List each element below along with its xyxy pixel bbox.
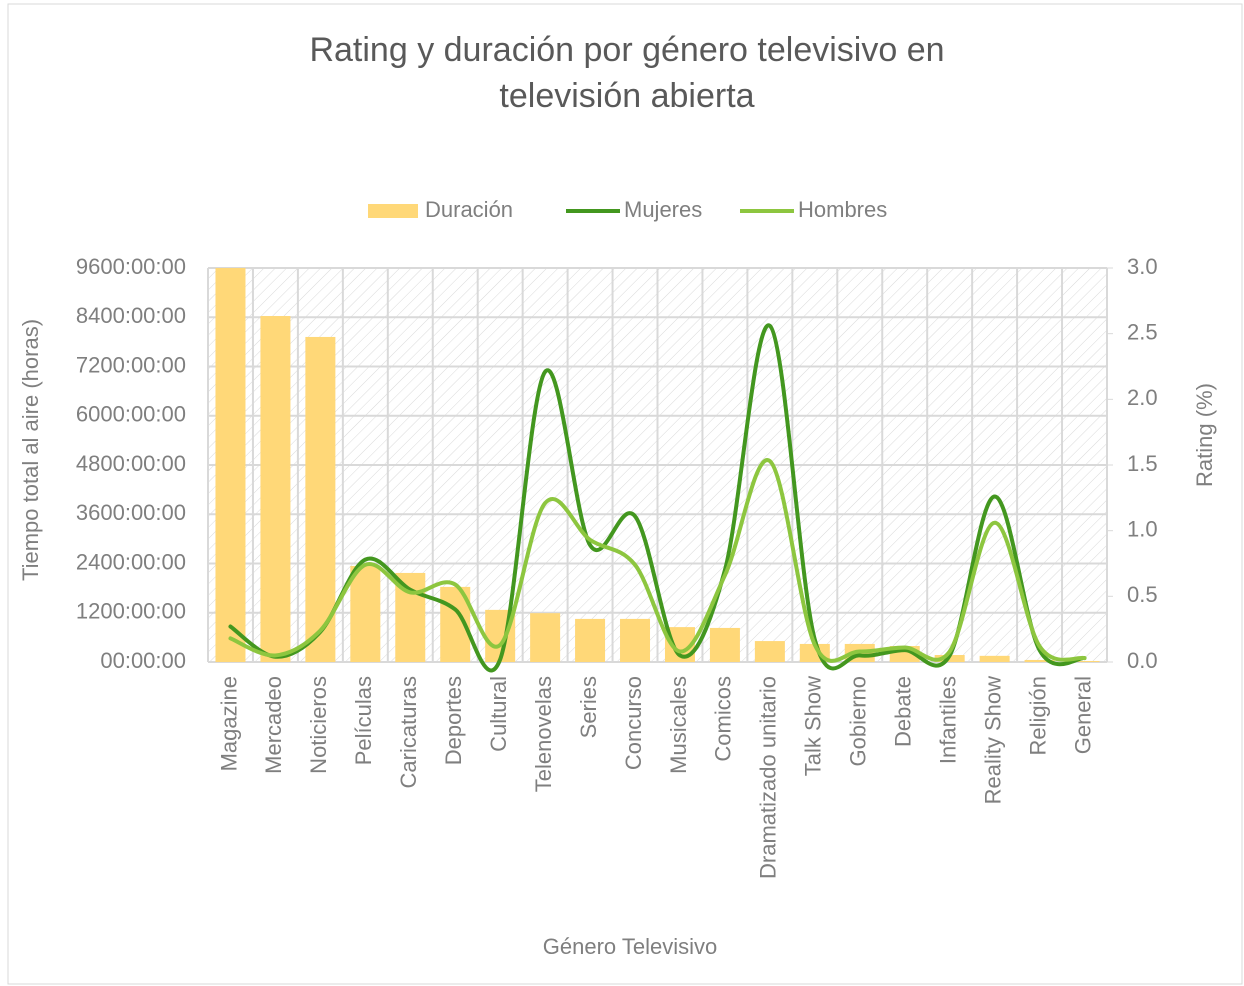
bar [1024, 659, 1055, 662]
bar [305, 336, 336, 662]
legend-label: Hombres [798, 197, 887, 222]
legend-label: Mujeres [624, 197, 702, 222]
x-tick-label: Telenovelas [531, 676, 556, 792]
x-tick-label: Magazine [216, 676, 241, 771]
chart-title: Rating y duración por género televisivo … [309, 31, 944, 115]
y2-tick-label: 2.5 [1127, 319, 1158, 344]
y2-tick-label: 3.0 [1127, 254, 1158, 279]
y2-tick-label: 0.0 [1127, 648, 1158, 673]
y2-tick-label: 1.0 [1127, 516, 1158, 541]
x-tick-label: General [1070, 676, 1095, 754]
x-tick-label: Películas [351, 676, 376, 765]
x-tick-label: Infantiles [935, 676, 960, 764]
bar [754, 641, 785, 662]
bar [620, 618, 651, 662]
y-tick-label: 00:00:00 [100, 648, 186, 673]
x-tick-label: Mercadeo [261, 676, 286, 774]
x-tick-label: Series [576, 676, 601, 738]
y-tick-label: 4800:00:00 [76, 451, 186, 476]
y-tick-label: 2400:00:00 [76, 549, 186, 574]
y-axis-title: Tiempo total al aire (horas) [18, 319, 43, 581]
x-tick-label: Reality Show [980, 676, 1005, 805]
x-axis-title: Género Televisivo [543, 934, 717, 959]
y-tick-label: 3600:00:00 [76, 500, 186, 525]
legend-swatch [368, 204, 418, 218]
x-tick-label: Gobierno [846, 676, 871, 767]
y-tick-label: 6000:00:00 [76, 402, 186, 427]
bar [1069, 660, 1100, 662]
bar [709, 627, 740, 662]
legend-label: Duración [425, 197, 513, 222]
y-tick-label: 9600:00:00 [76, 254, 186, 279]
bar [260, 316, 291, 662]
y-tick-label: 8400:00:00 [76, 303, 186, 328]
x-tick-label: Cultural [486, 676, 511, 752]
x-tick-label: Religión [1025, 676, 1050, 756]
x-tick-label: Caricaturas [396, 676, 421, 788]
y-tick-label: 7200:00:00 [76, 352, 186, 377]
x-tick-label: Talk Show [801, 676, 826, 776]
x-tick-label: Dramatizado unitario [756, 676, 781, 879]
x-tick-label: Debate [891, 676, 916, 747]
x-tick-label: Noticieros [306, 676, 331, 774]
x-tick-label: Comicos [711, 676, 736, 762]
x-tick-label: Concurso [621, 676, 646, 770]
y-tick-label: 1200:00:00 [76, 599, 186, 624]
x-tick-label: Deportes [441, 676, 466, 765]
y2-tick-label: 1.5 [1127, 451, 1158, 476]
y2-tick-label: 2.0 [1127, 385, 1158, 410]
grid [207, 267, 1108, 663]
bar [350, 565, 381, 662]
y2-tick-label: 0.5 [1127, 582, 1158, 607]
line-series [228, 458, 1087, 663]
bar [530, 613, 561, 662]
bar [979, 655, 1010, 662]
bar [575, 618, 606, 662]
x-tick-label: Musicales [666, 676, 691, 774]
bar [215, 268, 246, 662]
y2-axis-title: Rating (%) [1192, 383, 1217, 487]
